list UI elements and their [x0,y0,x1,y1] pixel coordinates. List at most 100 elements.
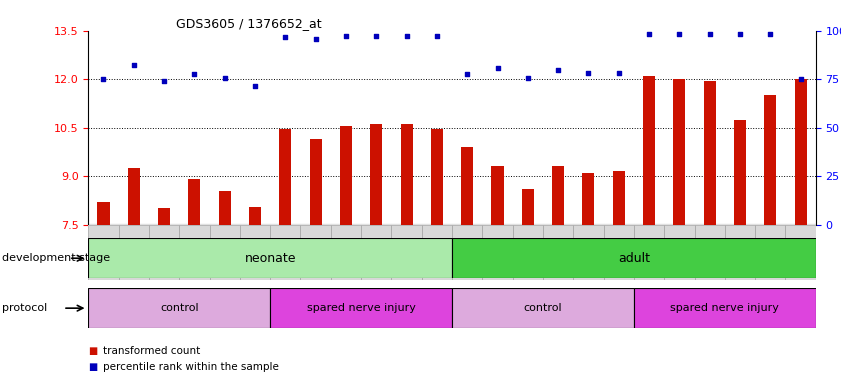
Bar [695,225,725,280]
Point [764,31,777,37]
Bar [88,288,270,328]
Bar [431,129,443,225]
Bar [279,129,291,225]
Bar [695,225,725,280]
Point [97,76,110,82]
Text: control: control [524,303,563,313]
Text: ■: ■ [88,362,98,372]
Text: percentile rank within the sample: percentile rank within the sample [103,362,279,372]
Text: spared nerve injury: spared nerve injury [670,303,780,313]
Bar [674,79,685,225]
Bar [734,119,746,225]
Bar [119,225,149,280]
Bar [664,225,695,280]
Bar [574,225,604,280]
Bar [361,225,391,280]
Bar [664,225,695,280]
Bar [88,238,452,278]
Bar [755,225,785,280]
Text: spared nerve injury: spared nerve injury [307,303,415,313]
Bar [574,225,604,280]
Point [673,31,686,37]
Bar [219,191,230,225]
Point [612,70,626,76]
Point [369,33,383,39]
Text: control: control [160,303,198,313]
Text: ■: ■ [88,346,98,356]
Point [521,74,535,81]
Bar [309,139,322,225]
Bar [270,288,452,328]
Point [582,70,595,76]
Point [278,34,292,40]
Bar [452,238,816,278]
Bar [785,225,816,280]
Point [339,33,352,39]
Bar [755,225,785,280]
Bar [88,225,119,280]
Bar [543,225,574,280]
Bar [604,225,634,280]
Bar [240,225,270,280]
Bar [179,225,209,280]
Bar [785,225,816,280]
Text: development stage: development stage [2,253,110,263]
Bar [240,225,270,280]
Bar [209,225,240,280]
Bar [634,225,664,280]
Bar [452,225,483,280]
Bar [491,167,504,225]
Bar [634,225,664,280]
Bar [483,225,513,280]
Point [218,74,231,81]
Bar [725,225,755,280]
Bar [513,225,543,280]
Point [461,71,474,78]
Bar [604,225,634,280]
Bar [149,225,179,280]
Bar [391,225,421,280]
Point [491,65,505,71]
Point [157,78,171,84]
Bar [613,171,625,225]
Text: neonate: neonate [245,252,296,265]
Point [127,61,140,68]
Bar [704,81,716,225]
Bar [300,225,331,280]
Bar [331,225,361,280]
Bar [270,225,300,280]
Point [794,76,807,82]
Point [430,33,443,39]
Bar [461,147,473,225]
Point [248,83,262,89]
Point [552,66,565,73]
Bar [521,189,534,225]
Point [703,31,717,37]
Bar [149,225,179,280]
Text: GDS3605 / 1376652_at: GDS3605 / 1376652_at [176,17,321,30]
Bar [795,79,807,225]
Bar [552,167,564,225]
Text: adult: adult [618,252,650,265]
Bar [725,225,755,280]
Point [643,31,656,37]
Bar [634,288,816,328]
Bar [421,225,452,280]
Bar [128,168,140,225]
Point [309,36,322,42]
Bar [452,288,634,328]
Bar [188,179,200,225]
Bar [88,225,119,280]
Bar [582,173,595,225]
Bar [98,202,109,225]
Bar [543,225,574,280]
Text: protocol: protocol [2,303,47,313]
Bar [370,124,383,225]
Bar [483,225,513,280]
Bar [249,207,261,225]
Point [733,31,747,37]
Bar [209,225,240,280]
Bar [391,225,421,280]
Bar [643,76,655,225]
Bar [179,225,209,280]
